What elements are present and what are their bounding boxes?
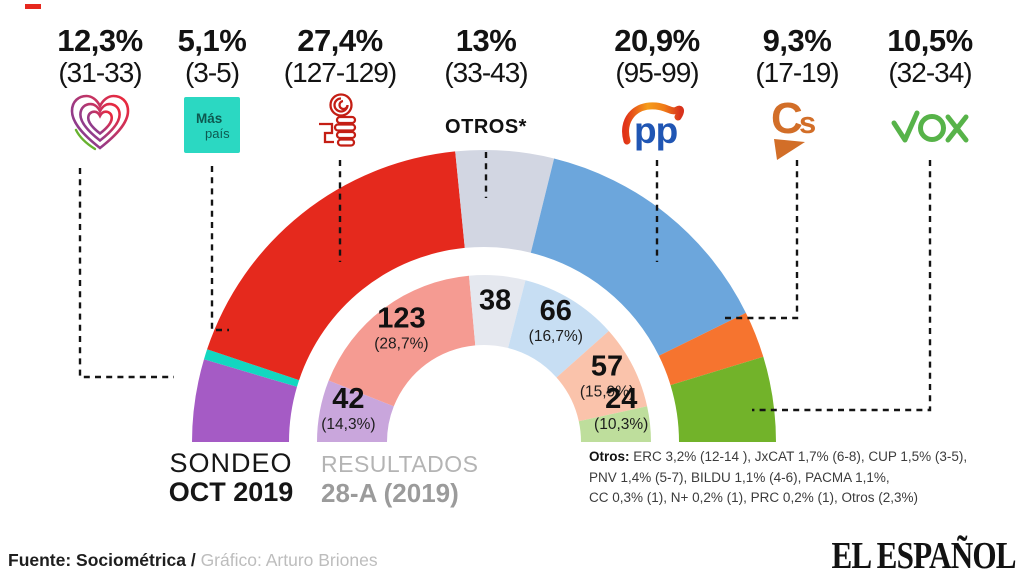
connector-podemos xyxy=(78,168,174,379)
party-column-vox: 10,5% (32-34) xyxy=(840,24,1020,88)
cs-triangle xyxy=(774,139,805,160)
seats-range-label: (31-33) xyxy=(58,57,142,88)
inner-segment-vox xyxy=(578,406,651,442)
seats-range-label: (32-34) xyxy=(888,57,972,88)
pp-logo-icon: pp xyxy=(622,102,684,151)
party-column-pp: 20,9% (95-99) xyxy=(567,24,747,88)
otros-asterisk-label: OTROS* xyxy=(445,116,527,138)
otros-footnote-line1: ERC 3,2% (12-14 ), JxCAT 1,7% (6-8), CUP… xyxy=(633,449,968,464)
percentage-label: 9,3% xyxy=(762,23,832,58)
el-espanol-logo: EL ESPAÑOL xyxy=(831,535,1017,577)
party-column-podemos: 12,3% (31-33) xyxy=(10,24,190,88)
otros-footnote-label: Otros: xyxy=(589,449,630,464)
source-credit: Fuente: Sociométrica / Gráfico: Arturo B… xyxy=(8,550,378,571)
corner-red-mark xyxy=(25,4,41,9)
resultados-legend: RESULTADOS 28-A (2019) xyxy=(321,450,481,508)
inner-seats-label-podemos: 42 xyxy=(332,383,364,415)
cs-logo-text-c: C xyxy=(771,96,803,143)
sondeo-legend: SONDEO OCT 2019 xyxy=(164,448,298,507)
inner-seats-label-pp: 66 xyxy=(540,295,572,327)
outer-segment-podemos xyxy=(192,359,297,442)
seats-range-label: (3-5) xyxy=(184,57,240,88)
source-label: Fuente: Sociométrica / xyxy=(8,550,196,570)
seats-range-label: (17-19) xyxy=(755,57,839,88)
resultados-legend-line2: 28-A (2019) xyxy=(321,478,459,508)
otros-footnote-line2: PNV 1,4% (5-7), BILDU 1,1% (4-6), PACMA … xyxy=(589,469,890,485)
sondeo-legend-line2: OCT 2019 xyxy=(168,477,294,507)
inner-pct-label-vox: (10,3%) xyxy=(594,416,648,433)
percentage-label: 20,9% xyxy=(614,23,700,58)
inner-segment-pp xyxy=(508,280,609,378)
percentage-label: 13% xyxy=(455,23,517,58)
podemos-heart-icon xyxy=(70,94,130,151)
otros-footnote: Otros: ERC 3,2% (12-14 ), JxCAT 1,7% (6-… xyxy=(589,447,1017,509)
cs-logo-icon: C s xyxy=(771,96,816,160)
seats-range-label: (127-129) xyxy=(283,57,397,88)
mas-pais-logo-text-bottom: país xyxy=(205,126,230,141)
inner-segment-otros xyxy=(469,275,526,348)
mas-pais-logo-text-top: Más xyxy=(196,111,222,126)
pp-logo-text: pp xyxy=(634,110,678,151)
author-credit: Gráfico: Arturo Briones xyxy=(200,550,378,570)
connector-cs xyxy=(722,160,799,320)
seats-range-label: (95-99) xyxy=(615,57,699,88)
otros-footnote-line3: CC 0,3% (1), N+ 0,2% (1), PRC 0,2% (1), … xyxy=(589,490,918,505)
inner-segment-podemos xyxy=(316,380,394,442)
inner-segment-psoe xyxy=(328,275,476,407)
inner-seats-label-otros: 38 xyxy=(479,285,511,317)
inner-pct-label-psoe: (28,7%) xyxy=(374,336,428,353)
party-column-mas-pais: 5,1% (3-5) xyxy=(122,24,302,88)
inner-pct-label-podemos: (14,3%) xyxy=(321,416,375,433)
percentage-label: 5,1% xyxy=(177,23,247,58)
connector-vox xyxy=(752,160,932,412)
outer-segment-pp xyxy=(530,158,746,356)
outer-segment-mas-pais xyxy=(204,349,300,387)
percentage-label: 10,5% xyxy=(887,23,973,58)
psoe-rose-icon xyxy=(319,93,357,147)
sondeo-legend-line1: SONDEO xyxy=(169,448,293,478)
percentage-label: 12,3% xyxy=(57,23,143,58)
seats-range-label: (33-43) xyxy=(444,57,528,88)
mas-pais-logo-icon: Más país xyxy=(184,97,240,153)
vox-logo-icon xyxy=(891,110,969,143)
inner-pct-label-cs: (15,9%) xyxy=(580,383,634,400)
percentage-label: 27,4% xyxy=(297,23,383,58)
resultados-legend-line1: RESULTADOS xyxy=(321,451,479,477)
outer-segment-cs xyxy=(658,312,764,386)
party-column-psoe: 27,4% (127-129) xyxy=(250,24,430,88)
party-column-cs: 9,3% (17-19) xyxy=(707,24,887,88)
cs-logo-text-s: s xyxy=(799,105,816,140)
outer-segment-vox xyxy=(670,356,776,442)
inner-seats-label-cs: 57 xyxy=(591,350,623,382)
inner-seats-label-psoe: 123 xyxy=(377,303,425,335)
inner-segment-cs xyxy=(556,331,648,422)
outer-segment-psoe xyxy=(207,151,465,381)
party-column-otros: 13% (33-43) xyxy=(396,24,576,88)
inner-seats-label-vox: 24 xyxy=(605,383,637,415)
inner-pct-label-pp: (16,7%) xyxy=(529,328,583,345)
outer-segment-otros xyxy=(455,149,555,253)
